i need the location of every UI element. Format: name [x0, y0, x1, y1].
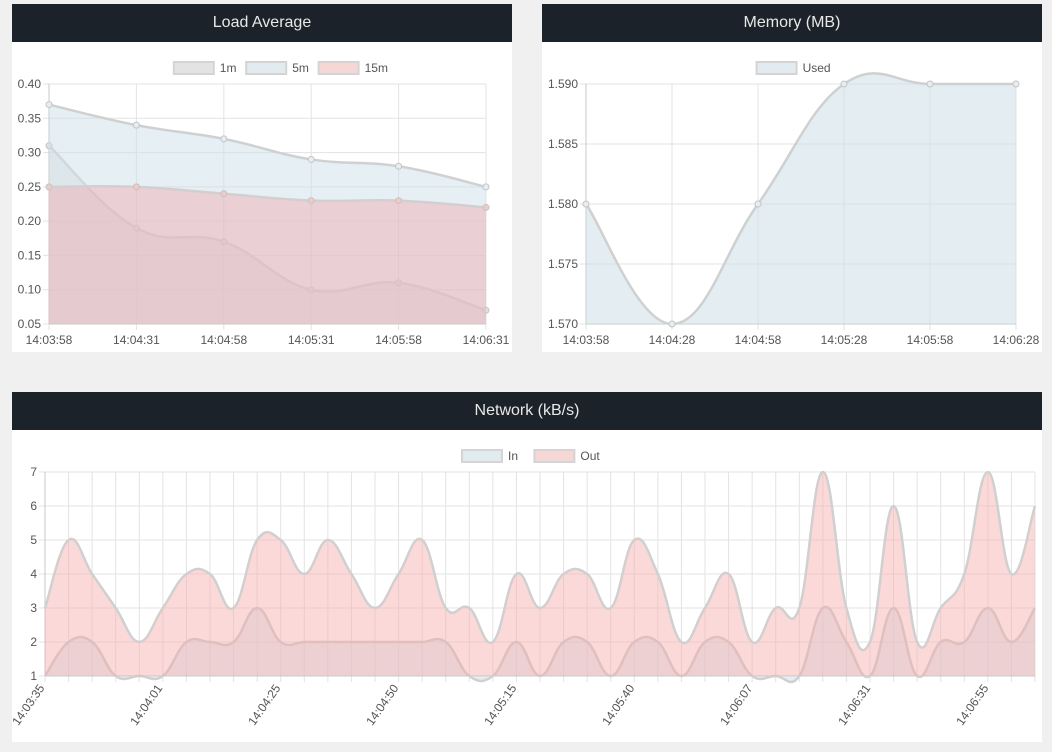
load-average-panel: Load Average 0.40 0.35 0.30 0.25 0.20 0.15 0.1… [12, 4, 512, 352]
x-tick-label: 14:04:58 [735, 333, 782, 347]
data-point-15m [482, 203, 490, 211]
data-point-used [582, 200, 590, 208]
x-tick-label: 14:03:58 [563, 333, 610, 347]
data-point-15m [395, 197, 403, 205]
series-area-out [45, 472, 1035, 676]
x-tick-label: 14:04:31 [113, 333, 160, 347]
y-tick-label: 0.15 [18, 248, 42, 262]
y-tick-label: 1.575 [548, 257, 578, 271]
data-point-5m [395, 162, 403, 170]
series-line-5m [48, 103, 487, 189]
load-average-title: Load Average [12, 4, 512, 42]
x-tick-label: 14:04:28 [649, 333, 696, 347]
legend-label-15m: 15m [365, 61, 388, 75]
memory-chart: 1.590 1.585 1.580 1.575 1.570 14:03:58 14:04:2… [548, 61, 1040, 347]
network-title: Network (kB/s) [12, 392, 1042, 430]
series-area-in [45, 606, 1035, 683]
data-point-used [1012, 80, 1020, 88]
y-tick-label: 6 [30, 499, 37, 513]
series-line-out [43, 470, 1037, 652]
legend-label-5m: 5m [292, 61, 309, 75]
data-point-5m [220, 135, 228, 143]
x-tick-label: 14:04:01 [127, 681, 165, 728]
y-tick-label: 0.05 [18, 317, 42, 331]
x-tick-label: 14:06:31 [463, 333, 510, 347]
data-point-used [840, 80, 848, 88]
memory-panel: Memory (MB) 1.590 1.585 1.580 1.575 1.570 14:… [542, 4, 1042, 352]
y-tick-label: 7 [30, 465, 37, 479]
legend-swatch-in [461, 449, 503, 463]
load-average-chart: 0.40 0.35 0.30 0.25 0.20 0.15 0.10 0.05 14:03:58… [18, 61, 510, 347]
series-area-15m [49, 186, 486, 324]
y-tick-label: 0.30 [18, 146, 42, 160]
data-point-15m [220, 190, 228, 198]
x-tick-label: 14:05:28 [821, 333, 868, 347]
legend-swatch-used [755, 61, 798, 75]
y-tick-label: 0.40 [18, 77, 42, 91]
data-point-used [754, 200, 762, 208]
y-tick-label: 0.25 [18, 180, 42, 194]
series-line-15m [48, 185, 487, 209]
legend-label-1m: 1m [220, 61, 237, 75]
x-tick-label: 14:05:15 [481, 681, 519, 728]
data-point-5m [132, 121, 140, 129]
x-tick-label: 14:06:07 [717, 681, 755, 728]
legend-swatch-1m [172, 61, 215, 75]
series-area-used [586, 73, 1016, 324]
x-tick-label: 14:03:58 [26, 333, 73, 347]
x-tick-label: 14:06:28 [993, 333, 1040, 347]
data-point-5m [45, 101, 53, 109]
y-tick-label: 4 [30, 567, 37, 581]
y-tick-label: 1.590 [548, 77, 578, 91]
x-tick-label: 14:04:25 [245, 681, 283, 728]
data-point-used [926, 80, 934, 88]
y-tick-label: 1.580 [548, 197, 578, 211]
legend-swatch-15m [317, 61, 360, 75]
y-tick-label: 0.20 [18, 214, 42, 228]
data-point-15m [45, 183, 53, 191]
legend-label-out: Out [580, 449, 600, 463]
legend-label-used: Used [803, 61, 831, 75]
network-chart: 7 6 5 4 3 2 114:03:35 14:04:01 14:04:25 14:04:50 1… [12, 449, 1037, 728]
y-tick-label: 5 [30, 533, 37, 547]
x-tick-label: 14:03:35 [12, 681, 48, 728]
x-tick-label: 14:05:40 [599, 681, 637, 728]
series-area-5m [49, 104, 486, 324]
x-tick-label: 14:06:55 [953, 681, 991, 728]
data-point-5m [307, 155, 315, 163]
y-tick-label: 2 [30, 635, 37, 649]
y-tick-label: 3 [30, 601, 37, 615]
network-panel: Network (kB/s) 7 6 5 4 3 2 1 14:03:35 14:04:01 14… [12, 392, 1042, 742]
y-tick-label: 0.10 [18, 283, 42, 297]
x-tick-label: 14:05:31 [288, 333, 335, 347]
y-tick-label: 1.570 [548, 317, 578, 331]
x-tick-label: 14:05:58 [907, 333, 954, 347]
x-tick-label: 14:04:58 [200, 333, 247, 347]
x-tick-label: 14:05:58 [375, 333, 422, 347]
data-point-5m [482, 183, 490, 191]
memory-title: Memory (MB) [542, 4, 1042, 42]
legend-swatch-5m [245, 61, 288, 75]
legend-swatch-out [533, 449, 576, 463]
data-point-15m [132, 183, 140, 191]
y-tick-label: 0.35 [18, 111, 42, 125]
y-tick-label: 1.585 [548, 137, 578, 151]
data-point-used [668, 320, 676, 328]
x-tick-label: 14:06:31 [835, 681, 873, 728]
series-line-in [43, 605, 1037, 684]
y-tick-label: 1 [30, 669, 37, 683]
legend-label-in: In [508, 449, 518, 463]
x-tick-label: 14:04:50 [363, 681, 401, 728]
data-point-15m [307, 197, 315, 205]
